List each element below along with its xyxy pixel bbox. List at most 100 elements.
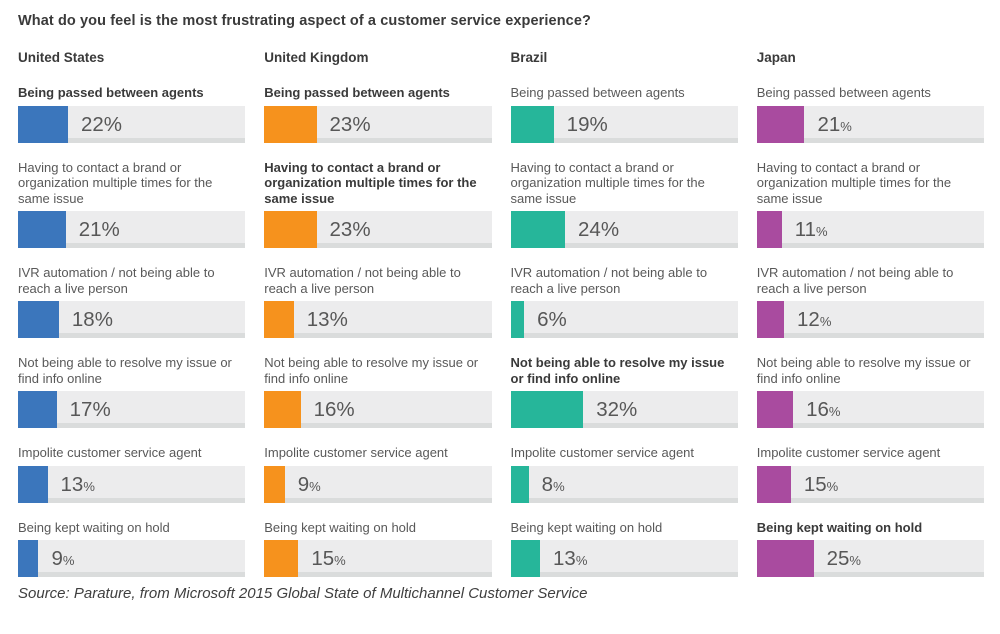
bar-value-number: 9 bbox=[297, 472, 310, 496]
bar-value-number: 32 bbox=[596, 398, 620, 421]
percent-sign: % bbox=[309, 478, 321, 494]
bar-track: 9% bbox=[18, 540, 246, 577]
percent-sign: % bbox=[336, 398, 355, 421]
percent-sign: % bbox=[352, 218, 371, 241]
metric-cell: Having to contact a brand or organizatio… bbox=[264, 159, 492, 248]
metric-label: IVR automation / not being able to reach… bbox=[756, 265, 954, 296]
percent-sign: % bbox=[819, 314, 832, 329]
bar-value-label: 21% bbox=[817, 106, 851, 143]
column-header-japan: Japan bbox=[756, 50, 984, 234]
percent-sign: % bbox=[94, 308, 113, 331]
bar-value-label: 12% bbox=[797, 301, 831, 338]
bar-fill bbox=[264, 105, 317, 143]
percent-sign: % bbox=[92, 398, 111, 421]
bar-value-label: 22% bbox=[81, 106, 122, 143]
metric-label: Being passed between agents bbox=[756, 85, 931, 100]
metric-cell: IVR automation / not being able to reach… bbox=[756, 265, 985, 338]
metric-label: Not being able to resolve my issue or fi… bbox=[264, 355, 479, 386]
metric-label: Being kept waiting on hold bbox=[756, 519, 923, 535]
bar-value-label: 23% bbox=[330, 106, 371, 143]
bar-value-label: 9% bbox=[51, 540, 74, 577]
percent-sign: % bbox=[840, 118, 852, 134]
bar-fill bbox=[264, 301, 294, 338]
metric-cell: Having to contact a brand or organizatio… bbox=[510, 159, 739, 248]
bar-fill bbox=[18, 391, 57, 428]
bar-value-number: 11 bbox=[794, 218, 817, 241]
percent-sign: % bbox=[828, 404, 841, 419]
percent-sign: % bbox=[826, 478, 839, 494]
bar-track: 15% bbox=[264, 540, 492, 577]
bar-value-label: 25% bbox=[827, 540, 861, 577]
bar-value-number: 19 bbox=[566, 112, 590, 136]
metric-cell: Not being able to resolve my issue or fi… bbox=[18, 355, 246, 428]
metric-label: Being passed between agents bbox=[510, 85, 685, 100]
bar-value-number: 6 bbox=[537, 308, 549, 331]
bar-value-number: 16 bbox=[806, 398, 829, 421]
bar-track: 16% bbox=[756, 391, 985, 428]
column-header-label: United Kingdom bbox=[264, 50, 369, 65]
metric-cell: IVR automation / not being able to reach… bbox=[264, 265, 492, 338]
page-title: What do you feel is the most frustrating… bbox=[18, 13, 591, 29]
bar-value-number: 17 bbox=[69, 398, 93, 421]
metric-label: Impolite customer service agent bbox=[18, 445, 202, 460]
metric-label: Not being able to resolve my issue or fi… bbox=[18, 355, 232, 386]
bar-value-label: 13% bbox=[553, 540, 587, 577]
metric-label: Impolite customer service agent bbox=[756, 445, 941, 460]
bar-value-number: 13 bbox=[306, 308, 330, 331]
metric-cell: Not being able to resolve my issue or fi… bbox=[510, 355, 739, 428]
bar-track: 6% bbox=[510, 301, 739, 338]
bar-value-label: 8% bbox=[542, 466, 565, 503]
bar-track: 15% bbox=[756, 465, 985, 503]
metric-label: Being passed between agents bbox=[18, 85, 204, 100]
bar-fill bbox=[264, 391, 301, 428]
column-header-label: United States bbox=[18, 50, 105, 65]
metric-label: Having to contact a brand or organizatio… bbox=[264, 159, 477, 206]
bar-value-label: 11% bbox=[795, 211, 828, 248]
bar-fill bbox=[756, 540, 814, 577]
metric-label: Having to contact a brand or organizatio… bbox=[510, 159, 705, 206]
bar-fill bbox=[18, 211, 66, 248]
bar-value-number: 22 bbox=[80, 112, 104, 136]
metric-cell: Having to contact a brand or organizatio… bbox=[756, 160, 985, 248]
percent-sign: % bbox=[548, 308, 567, 331]
bar-track: 8% bbox=[510, 465, 739, 503]
bar-value-label: 32% bbox=[596, 391, 637, 428]
bar-value-number: 23 bbox=[329, 112, 353, 136]
percent-sign: % bbox=[62, 553, 75, 568]
percent-sign: % bbox=[83, 478, 95, 494]
metric-label: IVR automation / not being able to reach… bbox=[510, 265, 708, 296]
percent-sign: % bbox=[589, 112, 608, 136]
column-header-label: Brazil bbox=[510, 50, 548, 65]
bar-track: 32% bbox=[510, 391, 739, 428]
percent-sign: % bbox=[334, 553, 346, 568]
metric-cell: Being kept waiting on hold 15% bbox=[264, 520, 492, 577]
bar-fill bbox=[18, 105, 68, 143]
bar-value-number: 21 bbox=[78, 218, 102, 241]
metric-cell: Impolite customer service agent 8% bbox=[510, 445, 739, 503]
bar-fill bbox=[510, 540, 541, 577]
bar-value-number: 13 bbox=[553, 547, 576, 570]
metric-cell: Impolite customer service agent 15% bbox=[756, 445, 985, 503]
bar-fill bbox=[510, 391, 584, 428]
bar-fill bbox=[264, 211, 317, 248]
bar-track: 25% bbox=[756, 540, 985, 577]
bar-track: 19% bbox=[510, 105, 739, 143]
metric-label: Not being able to resolve my issue or fi… bbox=[756, 355, 971, 386]
metric-cell: Impolite customer service agent 9% bbox=[264, 445, 492, 503]
bar-fill bbox=[264, 465, 285, 503]
bar-track: 18% bbox=[18, 301, 246, 338]
column-header-brazil: Brazil bbox=[510, 50, 738, 254]
metric-cell: Being passed between agents 19% bbox=[510, 85, 739, 143]
bar-track: 21% bbox=[18, 211, 246, 248]
bar-fill bbox=[510, 105, 554, 143]
bar-value-number: 15 bbox=[311, 547, 335, 570]
metric-cell: Being kept waiting on hold 13% bbox=[510, 520, 739, 577]
column-header-label: Japan bbox=[756, 50, 796, 65]
metric-label: Not being able to resolve my issue or fi… bbox=[510, 355, 725, 386]
bar-track: 23% bbox=[264, 211, 492, 248]
bar-value-number: 16 bbox=[313, 398, 337, 421]
bar-track: 11% bbox=[756, 211, 985, 248]
bar-fill bbox=[756, 211, 782, 248]
bar-value-label: 16% bbox=[314, 391, 355, 428]
bar-value-label: 23% bbox=[330, 211, 371, 248]
